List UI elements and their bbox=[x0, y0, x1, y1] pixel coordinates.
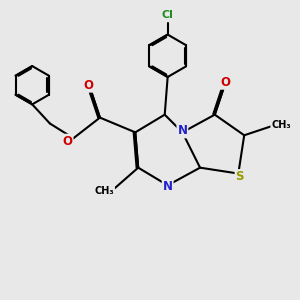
Text: N: N bbox=[163, 180, 173, 193]
Text: O: O bbox=[83, 79, 93, 92]
Text: CH₃: CH₃ bbox=[271, 120, 291, 130]
Text: O: O bbox=[63, 135, 73, 148]
Text: N: N bbox=[177, 124, 188, 137]
Text: Cl: Cl bbox=[162, 11, 174, 20]
Text: O: O bbox=[220, 76, 230, 89]
Text: S: S bbox=[236, 170, 244, 183]
Text: CH₃: CH₃ bbox=[94, 186, 114, 196]
